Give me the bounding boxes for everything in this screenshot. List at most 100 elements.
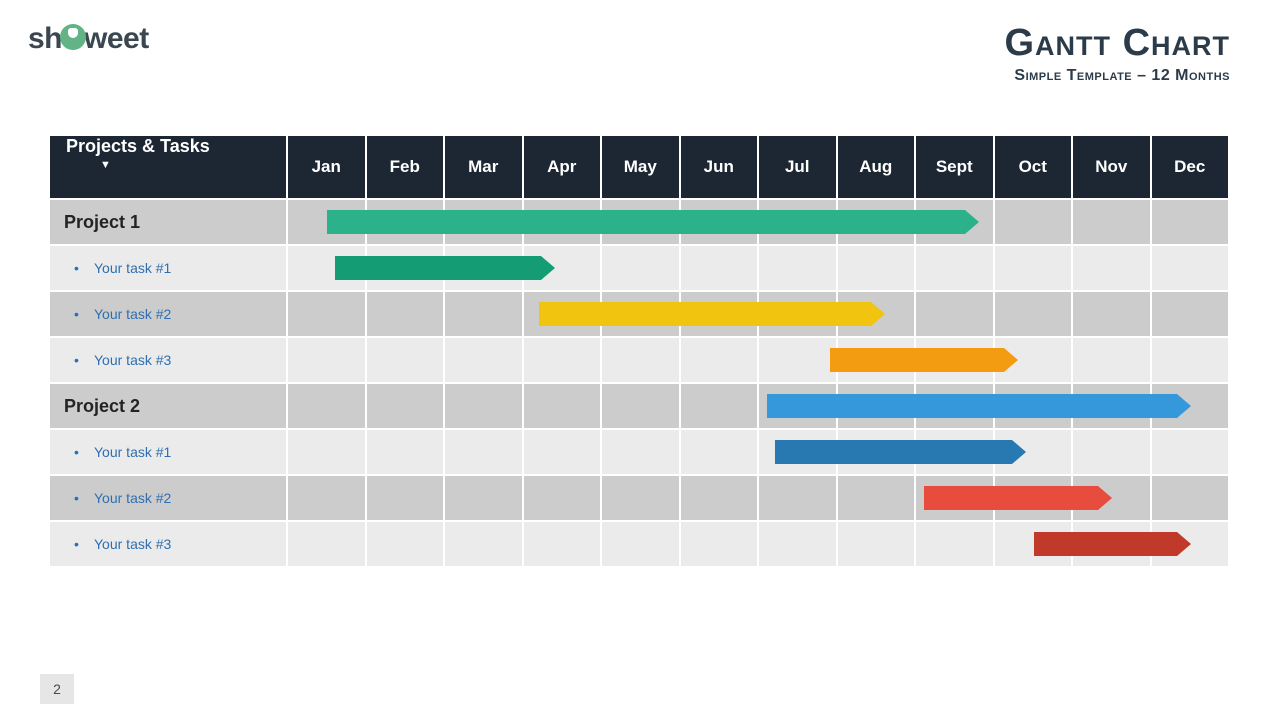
gantt-header-month: May	[602, 136, 681, 198]
gantt-cell	[445, 520, 524, 566]
gantt-cell	[524, 382, 603, 428]
gantt-row-label: Your task #2	[50, 290, 288, 336]
gantt-cell	[1073, 336, 1152, 382]
gantt-cell	[995, 474, 1074, 520]
gantt-cell	[367, 428, 446, 474]
gantt-cell	[916, 428, 995, 474]
gantt-cell	[602, 428, 681, 474]
gantt-cell	[759, 520, 838, 566]
gantt-row-label: Your task #1	[50, 428, 288, 474]
gantt-cell	[524, 428, 603, 474]
gantt-cell	[681, 474, 760, 520]
gantt-header-month: Dec	[1152, 136, 1231, 198]
gantt-cell	[1152, 336, 1231, 382]
gantt-cell	[367, 520, 446, 566]
gantt-cell	[288, 290, 367, 336]
gantt-cell	[838, 244, 917, 290]
gantt-cell	[367, 244, 446, 290]
gantt-cell	[367, 382, 446, 428]
gantt-cell	[524, 244, 603, 290]
gantt-cell	[759, 336, 838, 382]
gantt-cell	[445, 428, 524, 474]
gantt-header-month: Feb	[367, 136, 446, 198]
gantt-cell	[1073, 198, 1152, 244]
gantt-cell	[1073, 520, 1152, 566]
gantt-cell	[681, 290, 760, 336]
gantt-header-month: Apr	[524, 136, 603, 198]
gantt-row-label: Project 1	[50, 198, 288, 244]
gantt-cell	[916, 244, 995, 290]
gantt-cell	[1152, 382, 1231, 428]
gantt-cell	[288, 198, 367, 244]
logo-icon	[60, 24, 86, 50]
gantt-cell	[995, 198, 1074, 244]
gantt-cell	[1152, 198, 1231, 244]
gantt-cell	[681, 336, 760, 382]
gantt-cell	[838, 336, 917, 382]
gantt-row-label: Your task #3	[50, 336, 288, 382]
gantt-cell	[759, 290, 838, 336]
gantt-cell	[288, 520, 367, 566]
logo-text-right: weet	[84, 22, 149, 55]
gantt-cell	[838, 198, 917, 244]
gantt-header-month: Oct	[995, 136, 1074, 198]
gantt-cell	[602, 336, 681, 382]
gantt-cell	[916, 198, 995, 244]
gantt-chart: Projects & Tasks ▼ JanFebMarAprMayJunJul…	[50, 136, 1230, 566]
gantt-cell	[367, 336, 446, 382]
logo-text-left: sh	[28, 22, 62, 55]
gantt-cell	[602, 474, 681, 520]
gantt-cell	[759, 382, 838, 428]
gantt-cell	[602, 382, 681, 428]
gantt-cell	[524, 198, 603, 244]
gantt-cell	[445, 244, 524, 290]
gantt-cell	[759, 474, 838, 520]
logo: shweet	[28, 22, 149, 56]
gantt-cell	[445, 290, 524, 336]
gantt-cell	[1073, 290, 1152, 336]
gantt-row-label: Project 2	[50, 382, 288, 428]
gantt-cell	[916, 336, 995, 382]
gantt-cell	[367, 290, 446, 336]
triangle-down-icon: ▼	[100, 159, 111, 171]
gantt-header-month: Jul	[759, 136, 838, 198]
gantt-row-label: Your task #2	[50, 474, 288, 520]
gantt-cell	[995, 382, 1074, 428]
gantt-cell	[759, 198, 838, 244]
slide: shweet Gantt Chart Simple Template – 12 …	[0, 0, 1280, 720]
gantt-cell	[995, 336, 1074, 382]
gantt-header-tasks: Projects & Tasks ▼	[50, 136, 288, 198]
gantt-cell	[681, 382, 760, 428]
gantt-cell	[1073, 428, 1152, 474]
gantt-cell	[759, 428, 838, 474]
gantt-cell	[524, 290, 603, 336]
gantt-cell	[838, 474, 917, 520]
gantt-row-label: Your task #1	[50, 244, 288, 290]
gantt-task-row: Your task #2	[50, 290, 1230, 336]
gantt-header-month: Jan	[288, 136, 367, 198]
gantt-cell	[602, 198, 681, 244]
gantt-header-month: Jun	[681, 136, 760, 198]
gantt-cell	[1073, 382, 1152, 428]
gantt-body: Project 1Your task #1Your task #2Your ta…	[50, 198, 1230, 566]
gantt-project-row: Project 1	[50, 198, 1230, 244]
gantt-header-month: Mar	[445, 136, 524, 198]
page-title: Gantt Chart	[1004, 22, 1230, 65]
gantt-cell	[916, 382, 995, 428]
gantt-cell	[838, 520, 917, 566]
gantt-cell	[367, 474, 446, 520]
gantt-header-tasks-label: Projects & Tasks	[66, 136, 210, 157]
gantt-cell	[838, 428, 917, 474]
gantt-cell	[1073, 474, 1152, 520]
gantt-cell	[1073, 244, 1152, 290]
gantt-task-row: Your task #1	[50, 244, 1230, 290]
gantt-cell	[288, 428, 367, 474]
gantt-cell	[1152, 520, 1231, 566]
gantt-cell	[288, 336, 367, 382]
gantt-task-row: Your task #3	[50, 520, 1230, 566]
gantt-cell	[916, 474, 995, 520]
page-number: 2	[40, 674, 74, 704]
gantt-cell	[995, 428, 1074, 474]
gantt-cell	[602, 520, 681, 566]
gantt-cell	[602, 290, 681, 336]
